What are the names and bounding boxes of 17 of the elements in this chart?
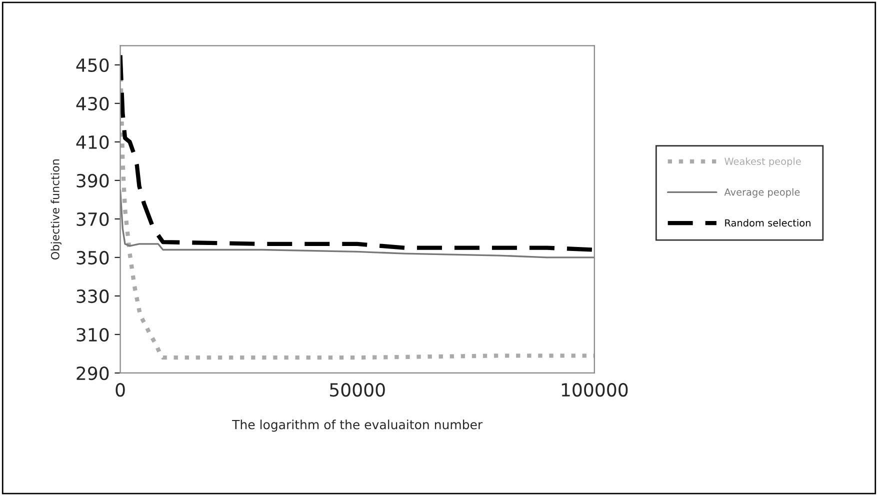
- y-tick-label: 390: [76, 174, 109, 188]
- y-tick-label: 450: [76, 58, 109, 72]
- y-axis-title: Objective function: [50, 159, 62, 260]
- text: Random selection: [725, 219, 810, 227]
- y-tick-label: 430: [76, 96, 109, 111]
- y-tick-label: 410: [76, 135, 109, 150]
- y-tick-label: 310: [76, 328, 109, 342]
- x-tick-label: 100000: [562, 383, 628, 397]
- x-axis-title: The logarithm of the evaluaiton number: [232, 420, 483, 432]
- x-tick-label: 50000: [330, 383, 385, 397]
- y-tick-label: 370: [76, 212, 109, 226]
- x-tick-label: 0: [116, 383, 125, 397]
- y-tick-label: 350: [76, 250, 109, 265]
- y-tick-label: 330: [76, 289, 109, 304]
- text: Average people: [724, 188, 800, 198]
- text: Weakest people: [724, 157, 801, 167]
- y-tick-label: 290: [76, 366, 109, 380]
